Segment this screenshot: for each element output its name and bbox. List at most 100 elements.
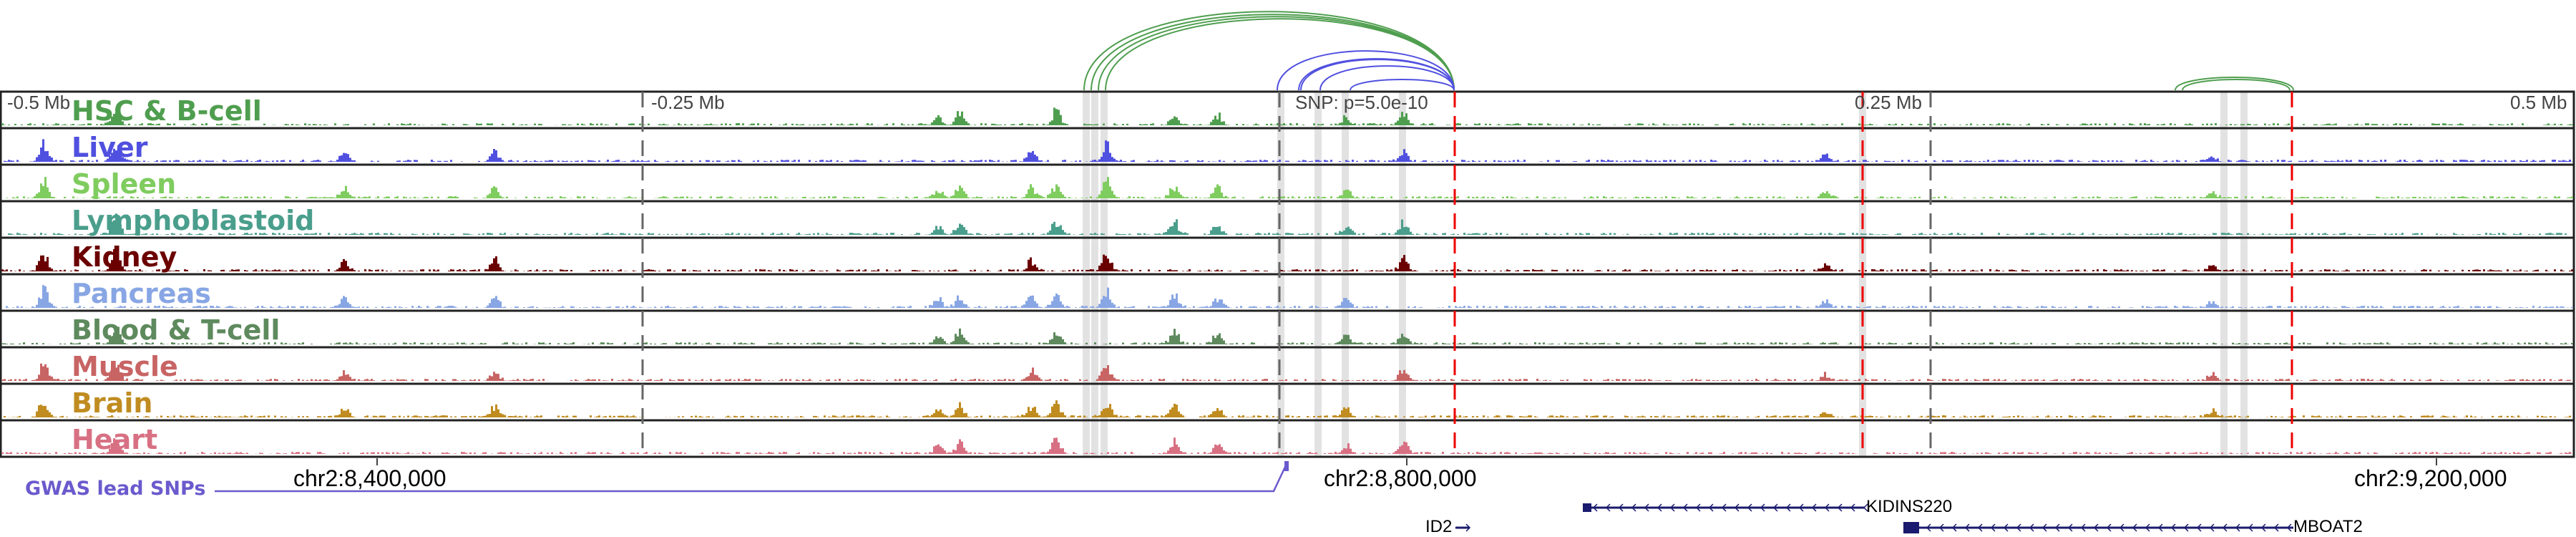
gene-mboat2-strand-arrow	[2273, 523, 2279, 532]
gwas-snp-marker	[1284, 461, 1289, 471]
gwas-connector-line	[215, 465, 1287, 493]
track-label-lymphoblastoid: Lymphoblastoid	[72, 205, 315, 236]
gene-kidins220-strand-arrow	[1695, 503, 1701, 512]
gene-mboat2-strand-arrow	[2054, 523, 2060, 532]
interaction-arc-green	[2182, 79, 2290, 91]
track-frame	[0, 127, 2575, 166]
gene-mboat2-strand-arrow	[2196, 523, 2202, 532]
gene-mboat2-strand-arrow	[2248, 523, 2253, 532]
interaction-arc-blue	[1319, 65, 1455, 91]
gene-kidins220-strand-arrow	[1747, 503, 1752, 512]
signal-track-3	[1, 213, 2573, 235]
signal-track-7	[1, 363, 2573, 381]
gene-kidins220-strand-arrow	[1644, 503, 1649, 512]
gene-mboat2-exon	[1903, 522, 1919, 533]
interaction-arc-blue	[1300, 59, 1455, 91]
gene-mboat2-strand-arrow	[1938, 523, 1944, 532]
gene-kidins220-strand-arrow	[1669, 503, 1675, 512]
track-frame	[0, 236, 2575, 276]
gene-label-mboat2[interactable]: MBOAT2	[2293, 517, 2363, 536]
track-label-heart: Heart	[72, 424, 158, 455]
track-label-kidney: Kidney	[72, 241, 177, 273]
track-frame	[0, 382, 2575, 422]
track-label-spleen: Spleen	[72, 168, 177, 200]
gene-mboat2-strand-arrow	[2041, 523, 2047, 532]
gene-mboat2-strand-arrow	[1951, 523, 1957, 532]
gene-kidins220-strand-arrow	[1592, 503, 1598, 512]
gene-kidins220-exon	[1583, 503, 1591, 512]
gene-mboat2-strand-arrow	[2016, 523, 2021, 532]
track-frame	[0, 200, 2575, 239]
gene-kidins220-strand-arrow	[1798, 503, 1804, 512]
track-frame	[0, 346, 2575, 385]
gene-kidins220-strand-arrow	[1863, 503, 1868, 512]
gene-mboat2-strand-arrow	[2157, 523, 2163, 532]
gene-mboat2-strand-arrow	[1926, 523, 1931, 532]
gene-mboat2-strand-arrow	[1990, 523, 1996, 532]
gene-mboat2-strand-arrow	[1977, 523, 1983, 532]
gene-kidins220-strand-arrow	[1708, 503, 1714, 512]
gene-kidins220-strand-arrow	[1631, 503, 1636, 512]
gene-mboat2-strand-arrow	[2093, 523, 2099, 532]
coord-8800000: chr2:8,800,000	[1324, 465, 1477, 491]
gene-mboat2-strand-arrow	[2209, 523, 2215, 532]
signal-track-9	[1, 437, 2573, 454]
gene-kidins220-strand-arrow	[1605, 503, 1611, 512]
gene-mboat2-strand-arrow	[2260, 523, 2266, 532]
gene-kidins220-strand-arrow	[1721, 503, 1727, 512]
coord-8400000: chr2:8,400,000	[293, 465, 447, 491]
signal-track-2	[1, 177, 2573, 198]
gene-mboat2-strand-arrow	[2106, 523, 2112, 532]
gene-kidins220-strand-arrow	[1824, 503, 1830, 512]
gene-kidins220-strand-arrow	[1772, 503, 1778, 512]
track-frame	[0, 419, 2575, 458]
coord-9200000: chr2:9,200,000	[2354, 465, 2507, 491]
gene-mboat2-strand-arrow	[2183, 523, 2189, 532]
interaction-arc-green	[1105, 18, 1455, 91]
gene-kidins220-strand-arrow	[1618, 503, 1624, 512]
interaction-arc-blue	[1277, 50, 1455, 91]
track-frame	[0, 90, 2575, 130]
gene-kidins220-strand-arrow	[1734, 503, 1740, 512]
gene-mboat2-strand-arrow	[2145, 523, 2150, 532]
track-label-blood-tcell: Blood & T-cell	[72, 314, 280, 346]
gene-mboat2-strand-arrow	[2003, 523, 2009, 532]
axis-label-0.25mb: 0.25 Mb	[1855, 92, 1922, 113]
gene-kidins220-strand-arrow	[1837, 503, 1843, 512]
signal-track-1	[1, 139, 2573, 162]
axis-label-0.5mb: 0.5 Mb	[2510, 92, 2567, 113]
signal-track-5	[1, 285, 2573, 308]
gene-label-kidins220[interactable]: KIDINS220	[1866, 497, 1953, 516]
track-label-hsc-bcell: HSC & B-cell	[72, 95, 262, 127]
interaction-arc-blue	[1350, 79, 1455, 91]
gene-kidins220-strand-arrow	[1682, 503, 1688, 512]
track-label-liver: Liver	[72, 132, 148, 163]
gene-mboat2-strand-arrow	[2222, 523, 2228, 532]
gene-mboat2-strand-arrow	[2067, 523, 2073, 532]
track-frame	[0, 273, 2575, 312]
gene-mboat2-strand-arrow	[2235, 523, 2240, 532]
gene-label-id2[interactable]: ID2	[1425, 517, 1453, 536]
snp-pvalue-label: SNP: p=5.0e-10	[1295, 92, 1428, 113]
gene-mboat2-strand-arrow	[2286, 523, 2292, 532]
signal-track-4	[1, 248, 2573, 271]
axis-label-minus-0.5mb: -0.5 Mb	[7, 92, 71, 113]
axis-label-minus-0.25mb: -0.25 Mb	[651, 92, 725, 113]
signal-track-8	[1, 400, 2573, 417]
gene-mboat2-strand-arrow	[2080, 523, 2086, 532]
gene-mboat2-strand-arrow	[2170, 523, 2176, 532]
gwas-track-label: GWAS lead SNPs	[25, 478, 206, 500]
gene-kidins220-strand-arrow	[1811, 503, 1817, 512]
signal-track-0	[1, 107, 2573, 125]
track-frame	[0, 163, 2575, 203]
interaction-arc-green	[1083, 11, 1455, 91]
interaction-arc-green	[2175, 77, 2294, 91]
gene-mboat2-strand-arrow	[2119, 523, 2124, 532]
gene-kidins220-strand-arrow	[1760, 503, 1765, 512]
gene-mboat2-strand-arrow	[2029, 523, 2034, 532]
track-label-pancreas: Pancreas	[72, 278, 211, 309]
gene-mboat2-strand-arrow	[2132, 523, 2137, 532]
track-label-muscle: Muscle	[72, 351, 178, 382]
gene-id2-strand-arrow	[1465, 523, 1471, 532]
